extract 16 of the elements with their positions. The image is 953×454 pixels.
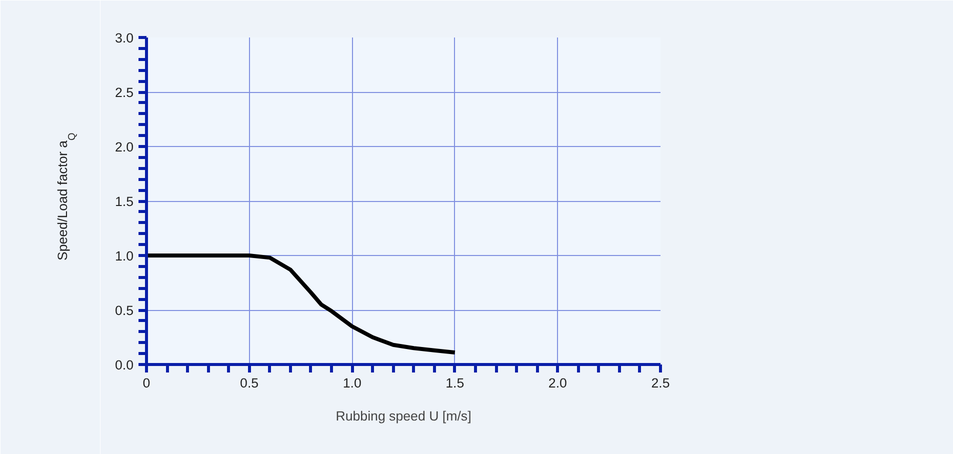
x-tick-label: 0.5: [240, 376, 259, 390]
x-tick-label: 0: [142, 376, 150, 390]
x-tick-label: 2.0: [548, 376, 567, 390]
y-tick-label: 0.5: [114, 303, 134, 318]
y-tick-label: 2.5: [114, 85, 134, 100]
line-series: [146, 254, 457, 355]
x-axis-title: Rubbing speed U [m/s]: [336, 408, 472, 424]
y-tick-label: 2.0: [114, 140, 134, 154]
x-tick-label: 1.5: [446, 376, 464, 390]
x-tick-label: 1.0: [342, 376, 362, 390]
x-tick-label: 2.5: [651, 376, 670, 390]
y-tick-label: 1.5: [114, 194, 134, 209]
y-tick-label: 3.0: [114, 30, 134, 46]
y-tick-label: 1.0: [114, 248, 134, 264]
y-axis-title: Speed/Load factor aQ: [55, 132, 78, 261]
y-tick-label: 0.0: [114, 358, 134, 372]
